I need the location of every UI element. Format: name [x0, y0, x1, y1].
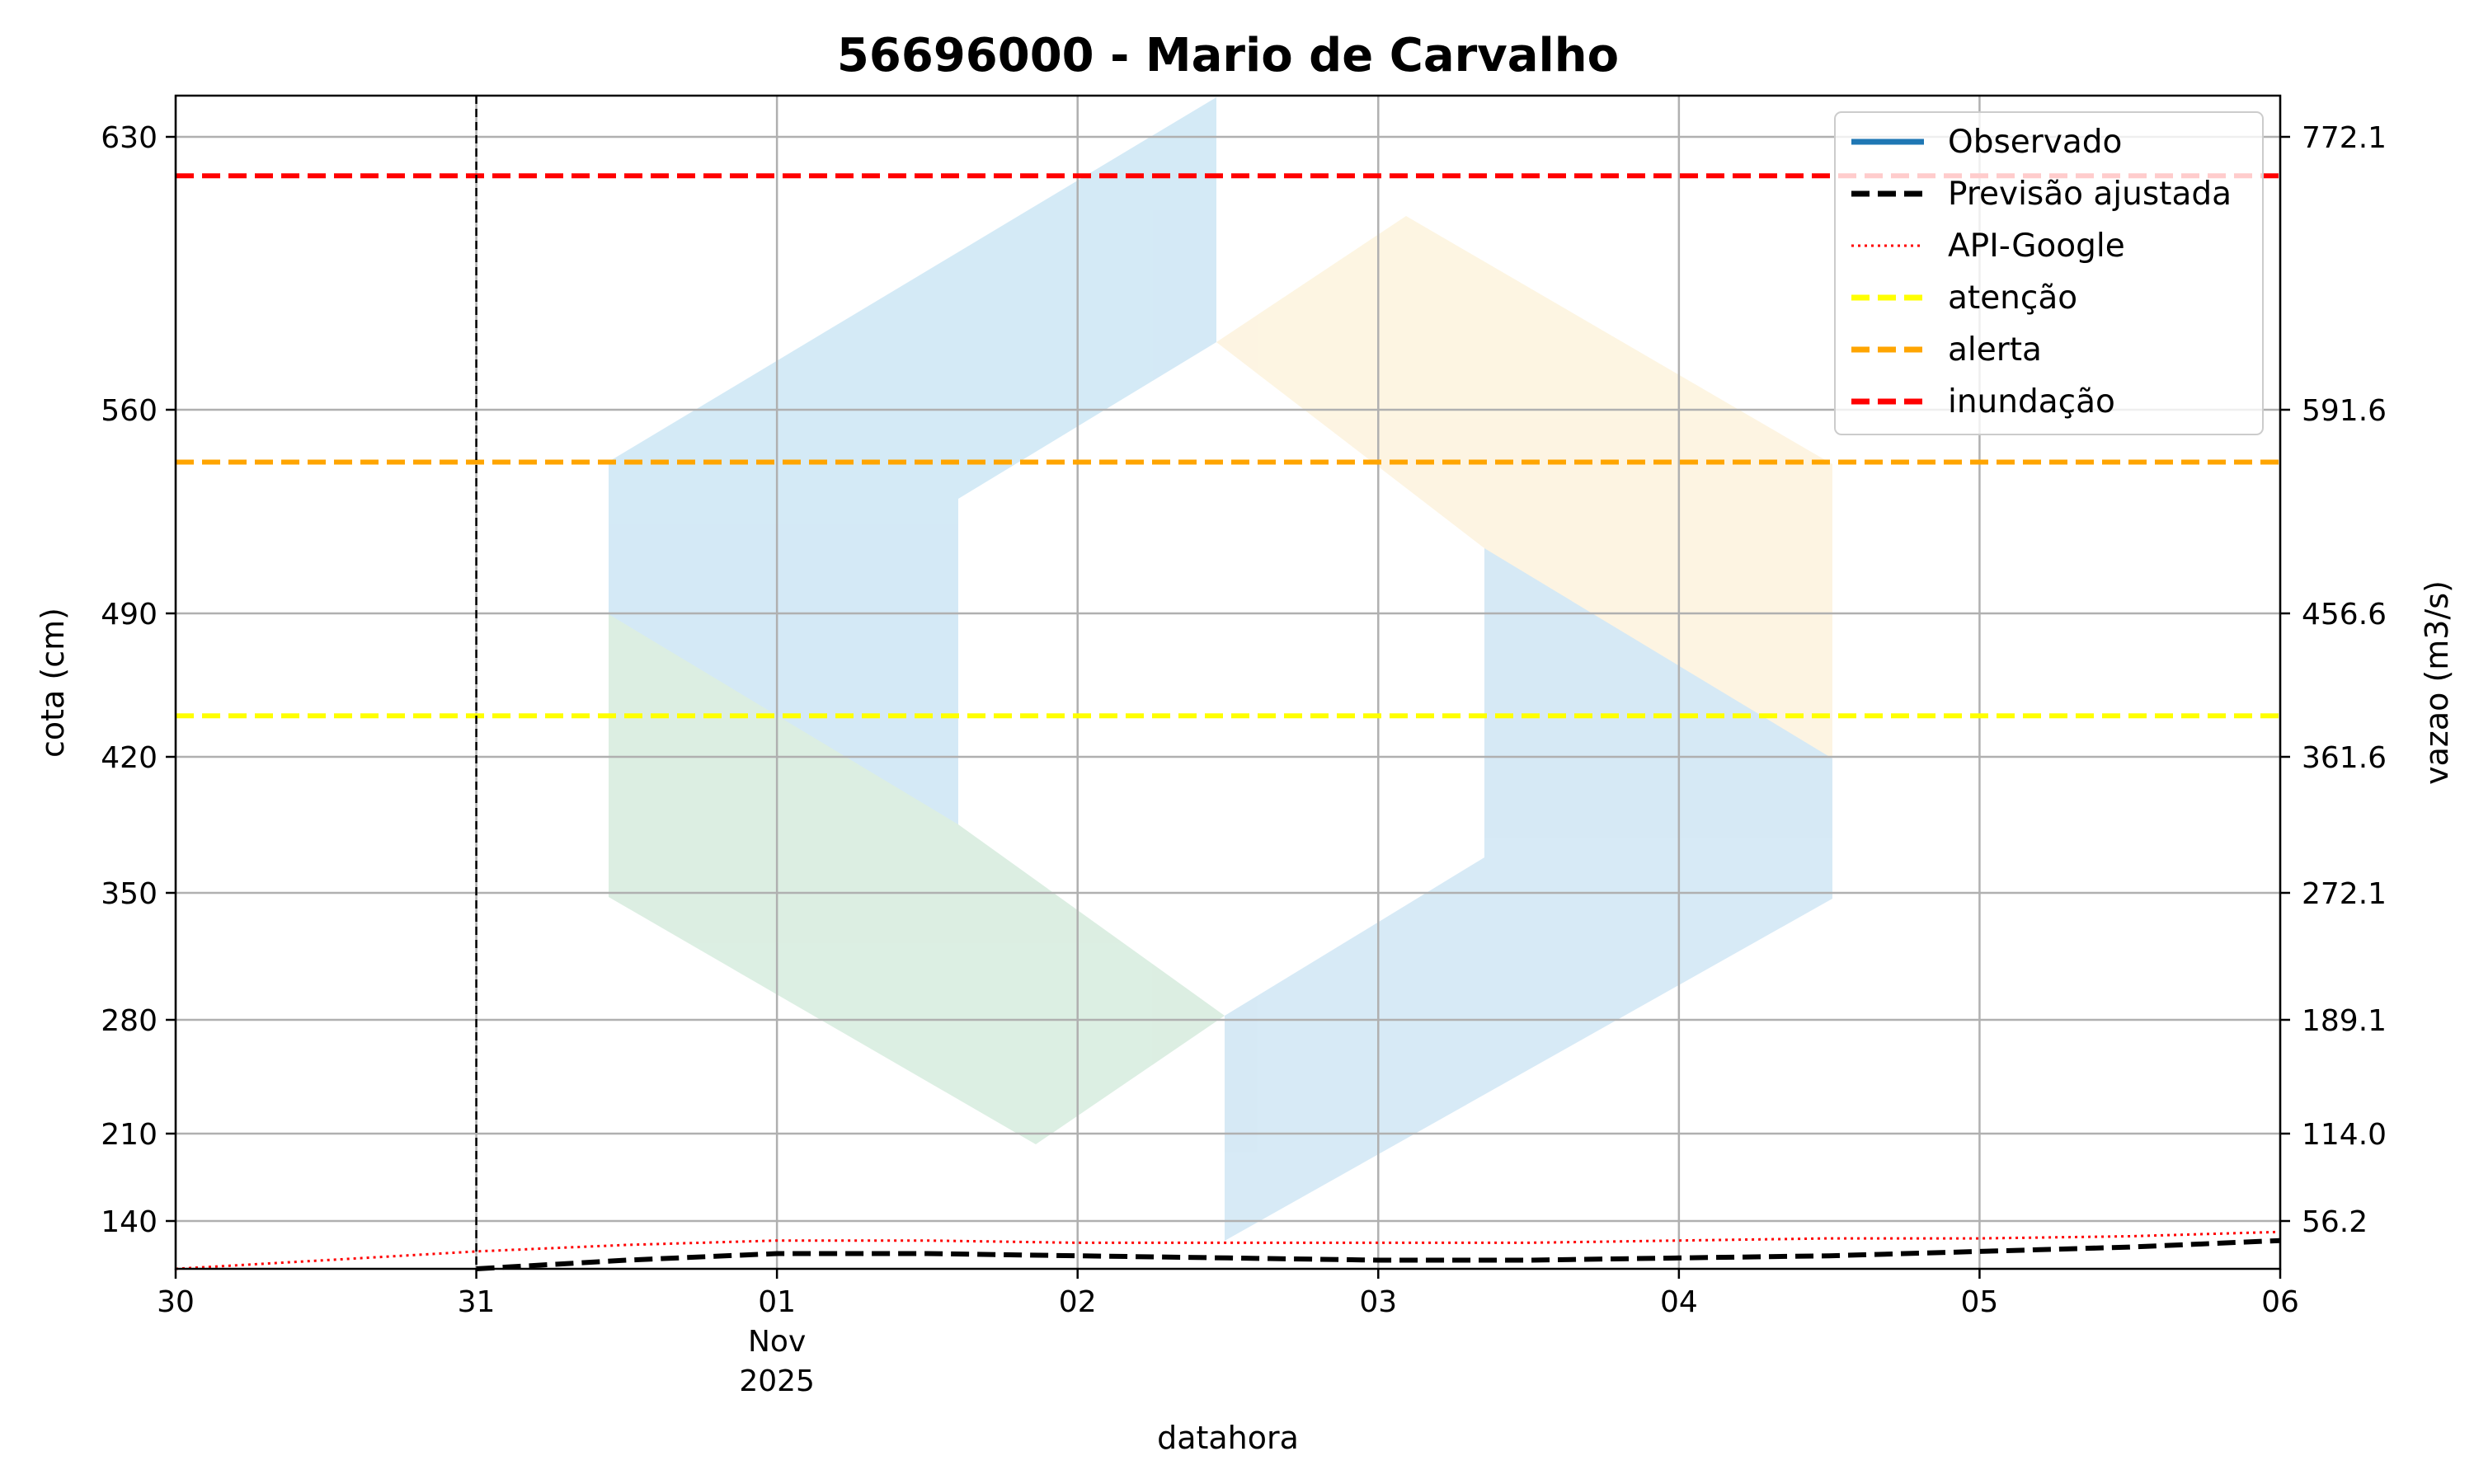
y2-tick-label: 772.1	[2302, 121, 2387, 155]
legend-label: inundação	[1948, 383, 2115, 420]
legend-label: Observado	[1948, 124, 2122, 161]
series-line	[175, 1230, 2281, 1270]
watermark-shape	[1225, 499, 1832, 1241]
y-tick-label: 140	[101, 1205, 158, 1239]
x-tick-sublabel: 2025	[739, 1364, 815, 1398]
y-tick-label: 560	[101, 394, 158, 428]
legend-label: alerta	[1948, 331, 2042, 369]
x-tick-label: 06	[2261, 1285, 2299, 1319]
chart-title: 56696000 - Mario de Carvalho	[837, 29, 1619, 82]
watermark-shape	[609, 614, 1225, 1144]
x-tick-label: 04	[1660, 1285, 1698, 1319]
watermark-logo	[609, 97, 1832, 1241]
y2-tick-label: 361.6	[2302, 741, 2387, 775]
y-tick-label: 420	[101, 741, 158, 775]
series-lines	[175, 1230, 2281, 1271]
y2-tick-label: 456.6	[2302, 598, 2387, 632]
x-tick-label: 01	[758, 1285, 796, 1319]
plot-frame	[174, 94, 2282, 1270]
y2-tick-label: 189.1	[2302, 1004, 2387, 1038]
y2-axis-ticks: 56.2 114.0 189.1 272.1 361.6 456.6 591.6 772.1	[2280, 121, 2387, 1239]
y-axis-ticks: 140 210 280 350 420 490 560 630	[101, 121, 176, 1239]
y2-axis-label: vazao (m3/s)	[2419, 580, 2455, 785]
x-tick-label: 05	[1961, 1285, 1999, 1319]
legend-label: Previsão ajustada	[1948, 176, 2232, 213]
x-tick-sublabel: Nov	[748, 1325, 806, 1359]
y-axis-label: cota (cm)	[35, 608, 71, 758]
y2-tick-label: 56.2	[2302, 1205, 2368, 1239]
x-tick-label: 30	[157, 1285, 195, 1319]
x-axis-ticks: 30 31 01 Nov 2025 02 03 04 05 06	[157, 1269, 2299, 1398]
y-tick-label: 280	[101, 1004, 158, 1038]
legend: Observado Previsão ajustada API-Google aten…	[1834, 111, 2264, 435]
y-tick-label: 490	[101, 598, 158, 632]
y2-tick-label: 114.0	[2302, 1118, 2387, 1152]
x-tick-label: 03	[1359, 1285, 1397, 1319]
y-tick-label: 630	[101, 121, 158, 155]
legend-box	[1834, 111, 2264, 435]
watermark-shape	[609, 97, 1216, 860]
x-tick-label: 31	[458, 1285, 496, 1319]
series-line	[476, 1237, 2281, 1271]
y-tick-label: 210	[101, 1118, 158, 1152]
x-tick-label: 02	[1059, 1285, 1097, 1319]
y-tick-label: 350	[101, 877, 158, 911]
y2-tick-label: 272.1	[2302, 877, 2387, 911]
legend-label: API-Google	[1948, 228, 2125, 265]
y2-tick-label: 591.6	[2302, 394, 2387, 428]
legend-label: atenção	[1948, 279, 2077, 317]
x-axis-label: datahora	[1157, 1420, 1299, 1456]
